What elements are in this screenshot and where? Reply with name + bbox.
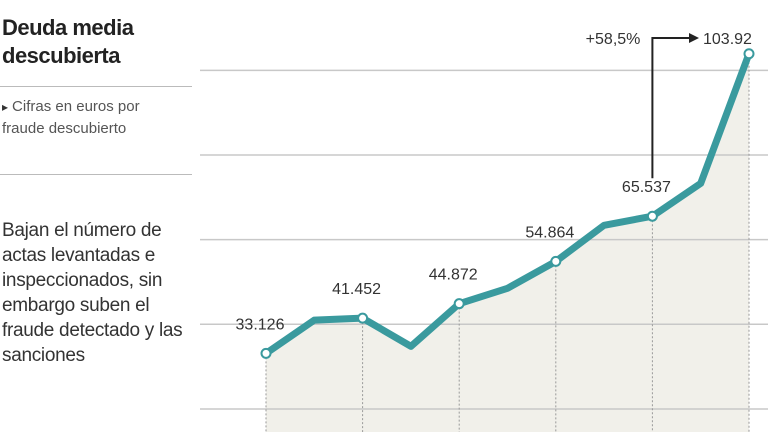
annotation: +58,5% bbox=[586, 31, 641, 48]
value-label: 33.126 bbox=[236, 316, 285, 333]
value-label: 44.872 bbox=[429, 267, 478, 284]
point bbox=[550, 255, 562, 267]
area bbox=[266, 53, 749, 432]
value-label: 65.537 bbox=[622, 179, 671, 196]
point bbox=[743, 48, 755, 60]
description: Bajan el número de actas levantadas e in… bbox=[2, 220, 183, 366]
line bbox=[262, 50, 753, 357]
point bbox=[260, 347, 272, 359]
value-label: 54.864 bbox=[525, 224, 574, 241]
chart-title: Deuda media descubierta bbox=[2, 15, 134, 68]
point bbox=[646, 210, 658, 222]
point bbox=[453, 298, 465, 310]
value-label: 103.92 bbox=[703, 31, 752, 48]
arrow bbox=[651, 37, 691, 179]
point bbox=[357, 312, 369, 324]
divider bbox=[0, 86, 192, 87]
value-label: 41.452 bbox=[332, 281, 381, 298]
arrow-head bbox=[689, 33, 699, 43]
subtitle: Cifras en euros por fraude descubierto bbox=[2, 96, 172, 139]
divider bbox=[0, 174, 192, 175]
